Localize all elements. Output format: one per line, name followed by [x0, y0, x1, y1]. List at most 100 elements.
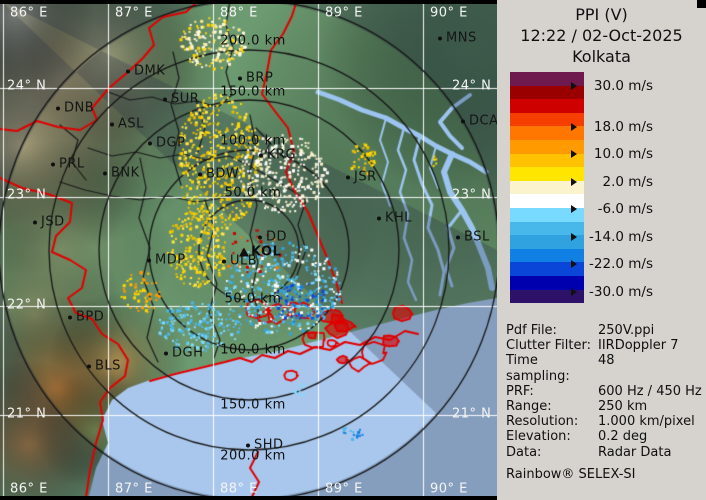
color-scale-band-11 — [510, 221, 584, 236]
longitude-label-bottom: 87° E — [115, 481, 153, 497]
station-dot-icon — [377, 216, 381, 220]
station-dot-icon — [51, 162, 55, 166]
metadata-value: 48 — [598, 353, 615, 369]
info-side-panel: PPI (V) 12:22 / 02-Oct-2025 Kolkata 30.0… — [497, 0, 706, 500]
latitude-label-left: 21° N — [7, 406, 47, 422]
scale-tick-arrow-icon — [571, 205, 577, 213]
station-marker-prl: PRL — [51, 157, 85, 172]
station-marker-dca: DCA — [461, 114, 498, 129]
station-marker-mdp: MDP — [147, 253, 186, 268]
metadata-row: Data: Radar Data — [506, 445, 702, 460]
station-marker-dd: DD — [258, 230, 287, 245]
color-scale-band-2 — [510, 99, 584, 113]
velocity-color-scale — [510, 72, 584, 304]
scan-timestamp: 12:22 / 02-Oct-2025 — [520, 26, 683, 45]
range-ring-label: 200.0 km — [220, 448, 286, 464]
station-dot-icon — [126, 69, 130, 73]
scale-tick-arrow-icon — [571, 178, 577, 186]
range-ring-label: 50.0 km — [224, 185, 282, 201]
map-top-border — [0, 0, 497, 4]
radar-station-name: Kolkata — [572, 47, 631, 66]
longitude-label-bottom: 90° E — [430, 481, 468, 497]
metadata-key: Clutter Filter: — [506, 338, 591, 354]
station-dot-icon — [147, 258, 151, 262]
station-dot-icon — [56, 106, 60, 110]
scale-tick-arrow-icon — [571, 82, 577, 90]
latitude-label-right: 21° N — [452, 406, 492, 422]
station-dot-icon — [33, 220, 37, 224]
header-block: PPI (V) 12:22 / 02-Oct-2025 Kolkata — [497, 4, 706, 67]
station-marker-bnk: BNK — [103, 166, 140, 181]
scale-tick-arrow-icon — [571, 123, 577, 131]
metadata-value: 600 Hz / 450 Hz — [598, 383, 702, 399]
station-dot-icon — [246, 443, 250, 447]
metadata-key: PRF: — [506, 383, 534, 399]
color-scale-band-4 — [510, 126, 584, 140]
station-dot-icon — [461, 119, 465, 123]
longitude-label-top: 90° E — [430, 5, 468, 21]
station-dot-icon — [258, 235, 262, 239]
color-scale-band-10 — [510, 207, 584, 222]
scale-label: -6.0 m/s — [571, 201, 653, 217]
color-scale-band-7 — [510, 167, 584, 181]
station-marker-ulb: ULB — [222, 254, 257, 269]
metadata-rows: Pdf File: 250V.ppi Clutter Filter: IIRDoppl… — [506, 323, 702, 460]
scale-label: 30.0 m/s — [571, 78, 653, 94]
station-dot-icon — [346, 175, 350, 179]
metadata-row: PRF: 600 Hz / 450 Hz — [506, 384, 702, 399]
station-marker-bsl: BSL — [456, 230, 490, 245]
latitude-label-right: 24° N — [452, 78, 492, 94]
station-dot-icon — [438, 36, 442, 40]
range-ring-label: 100.0 km — [220, 342, 286, 358]
station-dot-icon — [198, 172, 202, 176]
metadata-value: 250 km — [598, 399, 648, 415]
station-marker-asl: ASL — [110, 117, 144, 132]
station-marker-mns: MNS — [438, 31, 477, 46]
station-marker-bdw: BDW — [198, 167, 239, 182]
scale-label: 18.0 m/s — [571, 119, 653, 135]
radar-site-marker: KOL — [239, 245, 281, 260]
metadata-value: IIRDoppler 7 — [598, 338, 679, 354]
metadata-row: Range: 250 km — [506, 399, 702, 414]
station-dot-icon — [238, 76, 242, 80]
range-ring-label: 200.0 km — [220, 33, 286, 49]
metadata-key: Range: — [506, 399, 552, 415]
scan-metadata: Pdf File: 250V.ppi Clutter Filter: IIRDoppl… — [506, 323, 702, 482]
scale-label: -30.0 m/s — [571, 284, 653, 300]
station-marker-dgp: DGP — [148, 136, 185, 151]
metadata-row: Time sampling: 48 — [506, 353, 702, 383]
station-marker-bls: BLS — [87, 359, 121, 374]
station-marker-khl: KHL — [377, 211, 412, 226]
scale-label: 10.0 m/s — [571, 146, 653, 162]
color-scale-band-0 — [510, 72, 584, 86]
metadata-value: 1.000 km/pixel — [598, 414, 695, 430]
software-brand: Rainbow® SELEX-SI — [506, 466, 636, 482]
color-scale-band-9 — [510, 194, 584, 208]
range-ring-label: 150.0 km — [220, 397, 286, 413]
color-scale-band-8 — [510, 180, 584, 195]
radar-map-panel: 86° E 87° E 88° E 89° E 90° E 86° E 87° E 88° E… — [0, 0, 498, 500]
station-dot-icon — [259, 153, 263, 157]
station-dot-icon — [222, 259, 226, 263]
station-dot-icon — [163, 97, 167, 101]
latitude-label-left: 22° N — [7, 297, 47, 313]
metadata-key: Time sampling: — [506, 353, 570, 384]
station-dot-icon — [87, 364, 91, 368]
range-ring-label: 150.0 km — [220, 84, 286, 100]
color-scale-band-13 — [510, 248, 584, 263]
scale-label: -22.0 m/s — [571, 256, 653, 272]
longitude-label-top: 88° E — [220, 5, 258, 21]
latitude-label-left: 24° N — [7, 78, 47, 94]
metadata-key: Data: — [506, 444, 542, 460]
color-scale-band-12 — [510, 235, 584, 249]
metadata-value: 0.2 deg — [598, 429, 648, 445]
station-dot-icon — [164, 351, 168, 355]
metadata-key: Pdf File: — [506, 323, 557, 338]
station-dot-icon — [68, 315, 72, 319]
metadata-key: Elevation: — [506, 429, 571, 445]
longitude-label-bottom: 89° E — [325, 481, 363, 497]
scale-tick-arrow-icon — [571, 150, 577, 158]
color-scale-band-15 — [510, 275, 584, 290]
metadata-value: 250V.ppi — [598, 323, 655, 338]
